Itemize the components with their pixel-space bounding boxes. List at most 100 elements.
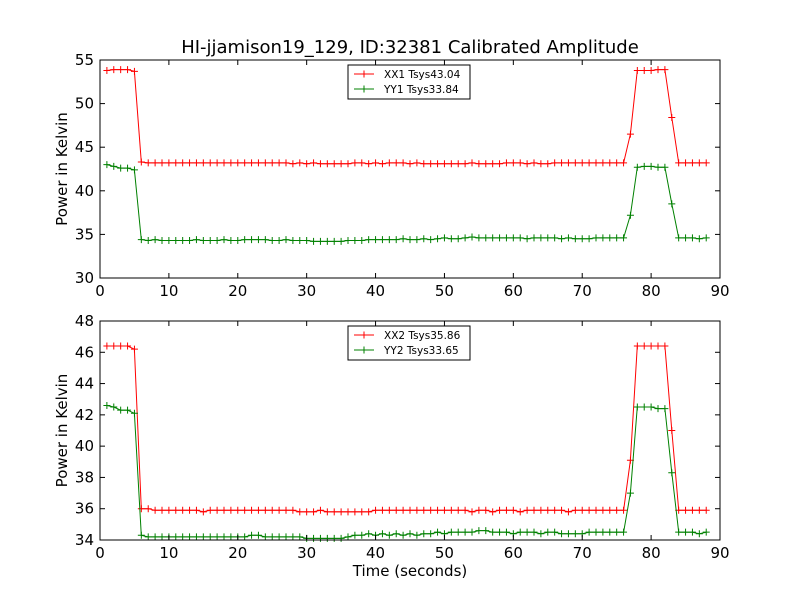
data-point — [675, 159, 683, 167]
data-point — [186, 237, 194, 245]
data-point — [640, 403, 648, 411]
data-point — [633, 403, 641, 411]
data-point — [461, 506, 469, 514]
data-point — [434, 235, 442, 243]
plot-frame — [99, 320, 721, 541]
data-point — [227, 237, 235, 245]
data-point — [447, 160, 455, 168]
data-point — [413, 506, 421, 514]
data-point — [661, 405, 669, 413]
legend-box — [347, 64, 471, 100]
data-point — [241, 533, 249, 541]
legend-marker — [360, 346, 368, 354]
data-point — [695, 506, 703, 514]
data-point — [475, 160, 483, 168]
legend: XX1 Tsys43.04 YY1 Tsys33.84 — [347, 64, 471, 100]
data-point — [502, 506, 510, 514]
data-point — [351, 237, 359, 245]
data-point — [296, 508, 304, 516]
data-point — [661, 66, 669, 74]
data-point — [544, 160, 552, 168]
data-point — [537, 160, 545, 168]
data-point — [427, 236, 435, 244]
data-point — [647, 66, 655, 74]
y-tick-label: 50 — [75, 95, 94, 113]
data-point — [392, 159, 400, 167]
data-point — [254, 236, 262, 244]
data-point — [358, 159, 366, 167]
data-point — [654, 405, 662, 413]
data-point — [220, 236, 228, 244]
data-point — [351, 508, 359, 516]
data-point — [427, 160, 435, 168]
data-point — [241, 236, 249, 244]
data-point — [275, 533, 283, 541]
data-point — [172, 159, 180, 167]
data-point — [378, 160, 386, 168]
data-point — [399, 531, 407, 539]
data-point — [227, 533, 235, 541]
data-point — [316, 534, 324, 542]
data-point — [137, 158, 145, 166]
data-point — [578, 506, 586, 514]
data-point — [296, 159, 304, 167]
data-point — [695, 530, 703, 538]
data-point — [151, 533, 159, 541]
data-point — [413, 531, 421, 539]
x-tick-label: 80 — [642, 282, 661, 300]
data-point — [310, 534, 318, 542]
data-point — [344, 533, 352, 541]
data-point — [358, 531, 366, 539]
x-tick-label: 70 — [573, 544, 592, 562]
data-point — [551, 528, 559, 536]
data-point — [682, 506, 690, 514]
data-point — [289, 237, 297, 245]
data-point — [702, 159, 710, 167]
legend-label: XX1 Tsys43.04 — [384, 69, 461, 81]
data-point — [206, 533, 214, 541]
data-point — [537, 506, 545, 514]
data-point — [502, 528, 510, 536]
y-tick-label: 55 — [75, 51, 94, 69]
data-point — [323, 237, 331, 245]
data-point — [206, 506, 214, 514]
data-point — [268, 159, 276, 167]
y-tick-label: 46 — [75, 343, 94, 361]
data-point — [688, 159, 696, 167]
x-tick-label: 90 — [710, 282, 729, 300]
data-point — [406, 530, 414, 538]
data-point — [316, 506, 324, 514]
data-point — [420, 506, 428, 514]
data-point — [261, 533, 269, 541]
x-tick-label: 40 — [366, 282, 385, 300]
data-point — [213, 159, 221, 167]
data-point — [365, 160, 373, 168]
data-point — [144, 237, 152, 245]
data-point — [564, 234, 572, 242]
data-point — [613, 159, 621, 167]
data-point — [599, 234, 607, 242]
data-point — [399, 235, 407, 243]
data-point — [413, 236, 421, 244]
y-tick-label: 40 — [75, 437, 94, 455]
data-point — [172, 533, 180, 541]
data-point — [447, 506, 455, 514]
data-point — [303, 237, 311, 245]
data-point — [523, 235, 531, 243]
data-point — [192, 506, 200, 514]
data-point — [571, 235, 579, 243]
y-tick-label: 42 — [75, 406, 94, 424]
data-point — [454, 235, 462, 243]
data-point — [482, 506, 490, 514]
data-point — [668, 427, 676, 434]
y-tick-label: 30 — [75, 269, 94, 287]
data-point — [626, 211, 634, 219]
data-point — [385, 159, 393, 167]
data-point — [275, 506, 283, 514]
data-point — [489, 508, 497, 516]
data-point — [124, 164, 132, 172]
x-axis-label: Time (seconds) — [352, 562, 468, 580]
data-point — [420, 160, 428, 168]
data-point — [254, 531, 262, 539]
